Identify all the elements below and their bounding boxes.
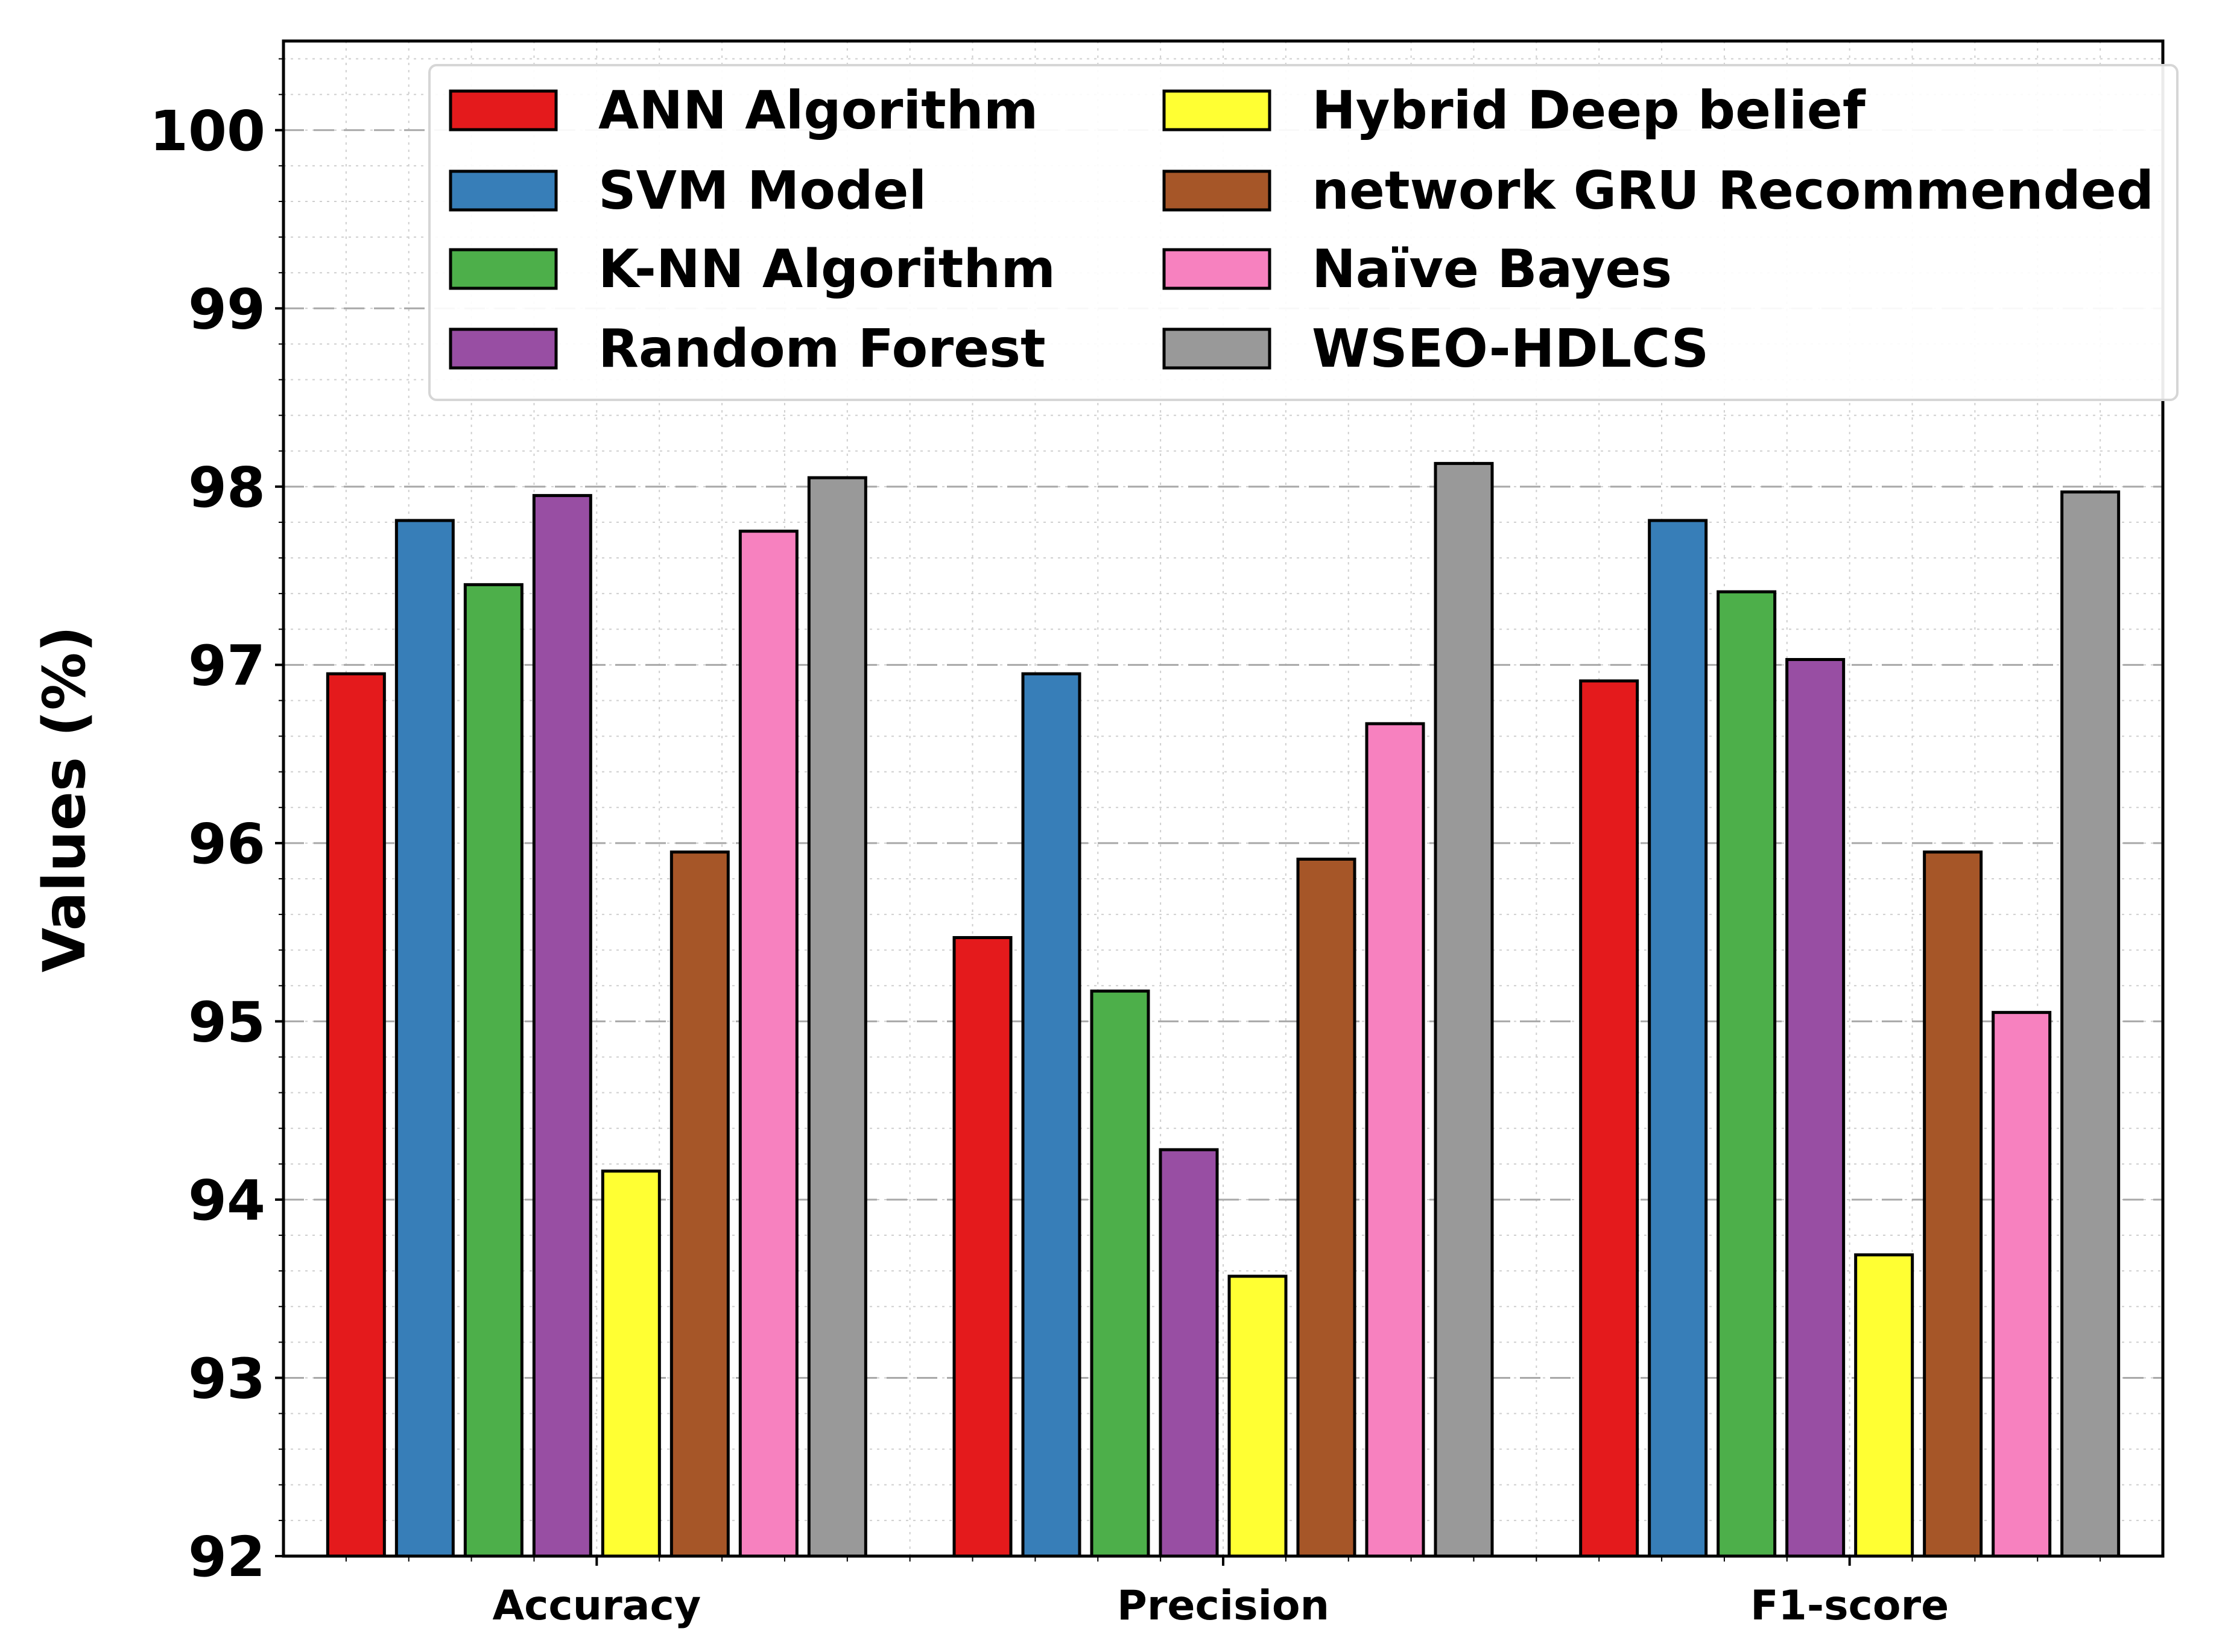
y-axis-ticks: 92 93 94 95 96 97 98 99 100 [150,58,283,1589]
bar-precision-na-ve-bayes [1365,722,1425,1558]
legend-swatch [1162,89,1271,131]
legend-label: Hybrid Deep belief [1312,80,1866,141]
bars [326,461,2121,1558]
y-axis-title: Values (%) [31,626,98,973]
bar-precision-wseo-hdlcs [1434,461,1494,1558]
bar-precision-ann-algorithm [952,936,1013,1558]
bar-precision-random-forest [1159,1148,1219,1558]
bar-accuracy-ann-algorithm [326,672,386,1558]
legend-label: K-NN Algorithm [598,238,1055,300]
bar-f1-score-na-ve-bayes [1992,1011,2052,1558]
bar-f1-score-svm-model [1648,519,1708,1558]
bar-f1-score-random-forest [1785,657,1846,1558]
legend-swatch [1162,248,1271,290]
x-tick-label: Accuracy [492,1582,701,1630]
y-tick-label: 95 [188,990,265,1054]
legend-swatch [449,248,558,290]
legend-label: SVM Model [598,160,926,221]
legend-swatch [449,328,558,370]
y-tick-label: 96 [188,812,265,876]
y-tick-label: 93 [188,1346,265,1411]
legend-label: Naïve Bayes [1312,238,1672,300]
legend-label: ANN Algorithm [598,80,1038,141]
bar-accuracy-wseo-hdlcs [807,476,867,1558]
bar-accuracy-network-gru-recommended [669,850,730,1558]
legend-label: network GRU Recommended [1312,160,2154,221]
bar-f1-score-hybrid-deep-belief [1854,1253,1914,1558]
legend-label: WSEO-HDLCS [1312,318,1709,379]
bar-f1-score-ann-algorithm [1579,679,1639,1558]
bar-accuracy-hybrid-deep-belief [601,1169,661,1558]
legend-swatch [449,169,558,212]
bar-accuracy-na-ve-bayes [738,530,799,1558]
y-tick-label: 92 [188,1525,265,1589]
y-tick-label: 98 [188,455,265,520]
bar-f1-score-k-nn-algorithm [1717,590,1777,1558]
legend-swatch [449,89,558,131]
bar-accuracy-k-nn-algorithm [463,583,524,1558]
bar-f1-score-network-gru-recommended [1923,850,1983,1558]
bar-accuracy-random-forest [532,494,592,1558]
bar-precision-network-gru-recommended [1296,857,1356,1558]
y-tick-label: 100 [150,99,265,163]
bar-accuracy-svm-model [394,519,455,1558]
legend-swatch [1162,169,1271,212]
bar-precision-hybrid-deep-belief [1227,1274,1288,1558]
legend-box [428,64,2179,401]
x-tick-label: F1-score [1750,1582,1949,1630]
bar-f1-score-wseo-hdlcs [2060,490,2121,1558]
bar-precision-k-nn-algorithm [1090,989,1150,1558]
y-tick-label: 97 [188,633,265,698]
bar-precision-svm-model [1021,672,1081,1558]
y-tick-label: 94 [188,1168,265,1233]
legend-swatch [1162,328,1271,370]
legend-label: Random Forest [598,318,1046,379]
legend: ANN Algorithm SVM Model K-NN Algorithm Rand… [428,64,2179,401]
x-axis-ticks: Accuracy Precision F1-score [345,1556,2101,1630]
x-tick-label: Precision [1117,1582,1329,1630]
y-tick-label: 99 [188,277,265,341]
